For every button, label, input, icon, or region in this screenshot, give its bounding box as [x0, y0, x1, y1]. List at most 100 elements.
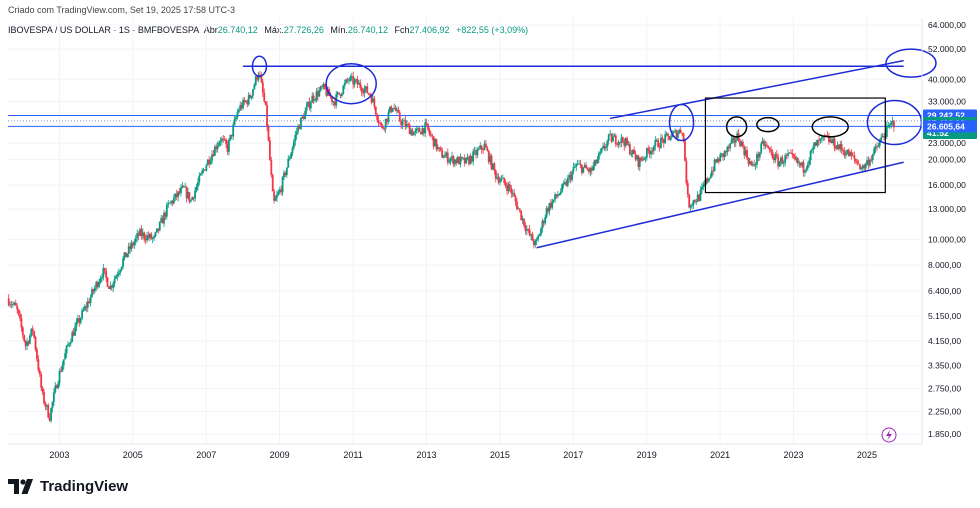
symbol-name[interactable]: IBOVESPA / US DOLLAR · 1S · BMFBOVESPA [8, 25, 200, 35]
channel-upper-line[interactable] [609, 59, 904, 120]
candle-body [504, 182, 507, 186]
candle-body [654, 140, 657, 147]
candle [177, 190, 180, 202]
candle [216, 141, 219, 153]
candle-body [338, 92, 340, 95]
candle [363, 84, 366, 98]
lightning-icon[interactable] [881, 427, 897, 443]
candle [209, 157, 212, 166]
candle [143, 231, 146, 243]
candle [137, 231, 140, 241]
candle-body [458, 157, 460, 165]
highlight-circle[interactable] [866, 99, 923, 146]
candle [523, 218, 525, 228]
time-axis[interactable]: 2003 2005 2007 2009 2011 2013 2015 2017 2019 2021… [49, 450, 877, 460]
candle [654, 136, 657, 151]
candle-body [617, 141, 620, 145]
candle-body [150, 233, 153, 239]
candle [871, 153, 874, 164]
candle-body [65, 345, 68, 354]
highlight-circle[interactable] [725, 116, 748, 138]
candle [45, 404, 48, 411]
candle [198, 172, 201, 186]
candle-body [283, 172, 285, 178]
highlight-circle[interactable] [325, 62, 377, 105]
candle-body [170, 201, 172, 203]
y-tick-label: 6.400,00 [928, 286, 961, 296]
candle-body [133, 241, 136, 246]
candle-body [41, 387, 44, 392]
candle [609, 129, 612, 136]
candle-body [333, 101, 336, 106]
candle-body [225, 139, 228, 145]
candle [688, 193, 691, 209]
candle [564, 178, 566, 186]
candle [702, 181, 705, 191]
candle [548, 202, 551, 216]
candle-body [582, 167, 585, 173]
x-tick-label: 2015 [490, 450, 510, 460]
candle-body [501, 177, 504, 179]
candle-body [763, 140, 765, 146]
candle [652, 144, 655, 155]
candle [439, 146, 442, 152]
candle [537, 234, 540, 242]
candle-body [252, 89, 254, 96]
candle [555, 193, 558, 199]
candle [535, 237, 538, 246]
candle [359, 79, 362, 91]
candle [322, 81, 325, 90]
rectangle-drawing[interactable] [704, 97, 886, 194]
candle-body [372, 98, 374, 103]
candle-body [126, 253, 129, 257]
candle [746, 146, 748, 160]
price-axis[interactable]: 64.000,00 52.000,00 40.000,00 33.000,00 23.0… [928, 20, 966, 439]
candle [792, 153, 795, 160]
candle-body [425, 122, 428, 124]
tradingview-brand[interactable]: TradingView [8, 478, 128, 495]
candle-body [51, 401, 54, 409]
candle-body [692, 200, 695, 205]
candle [24, 339, 27, 351]
candle-body [342, 85, 345, 94]
candle-body [112, 283, 115, 288]
candle [857, 159, 860, 165]
candle [777, 153, 780, 170]
low-value: 26.740,12 [347, 25, 388, 35]
candle-body [506, 185, 508, 191]
highlight-circle[interactable] [811, 116, 849, 138]
lower-line-price-tag[interactable]: 26.605,64 [923, 120, 977, 133]
candle-body [319, 86, 322, 91]
highlight-circle[interactable] [756, 116, 780, 133]
candle-body [527, 229, 530, 230]
candle-body [311, 95, 314, 103]
candle [753, 159, 756, 168]
candle-body [230, 134, 233, 137]
candle-body [764, 144, 767, 146]
channel-lower-line[interactable] [536, 161, 904, 249]
highlight-circle[interactable] [885, 48, 937, 78]
candle-body [538, 234, 541, 237]
candle [754, 162, 757, 171]
candle-body [93, 287, 96, 292]
candle-body [270, 160, 273, 175]
candle-body [453, 159, 456, 165]
candle-body [494, 170, 497, 179]
candle [773, 153, 775, 164]
candle-body [549, 203, 552, 208]
candle [110, 284, 113, 291]
candle-body [664, 134, 667, 144]
candle [787, 149, 789, 159]
candle [813, 142, 816, 149]
candle-body [264, 101, 267, 106]
candle [352, 71, 355, 89]
highlight-circle[interactable] [668, 103, 695, 142]
candle [637, 154, 640, 170]
highlight-circle[interactable] [251, 55, 268, 77]
candle [338, 92, 340, 95]
candle [874, 144, 877, 153]
candle [538, 233, 541, 237]
candle [706, 176, 709, 184]
candle-body [414, 130, 417, 133]
